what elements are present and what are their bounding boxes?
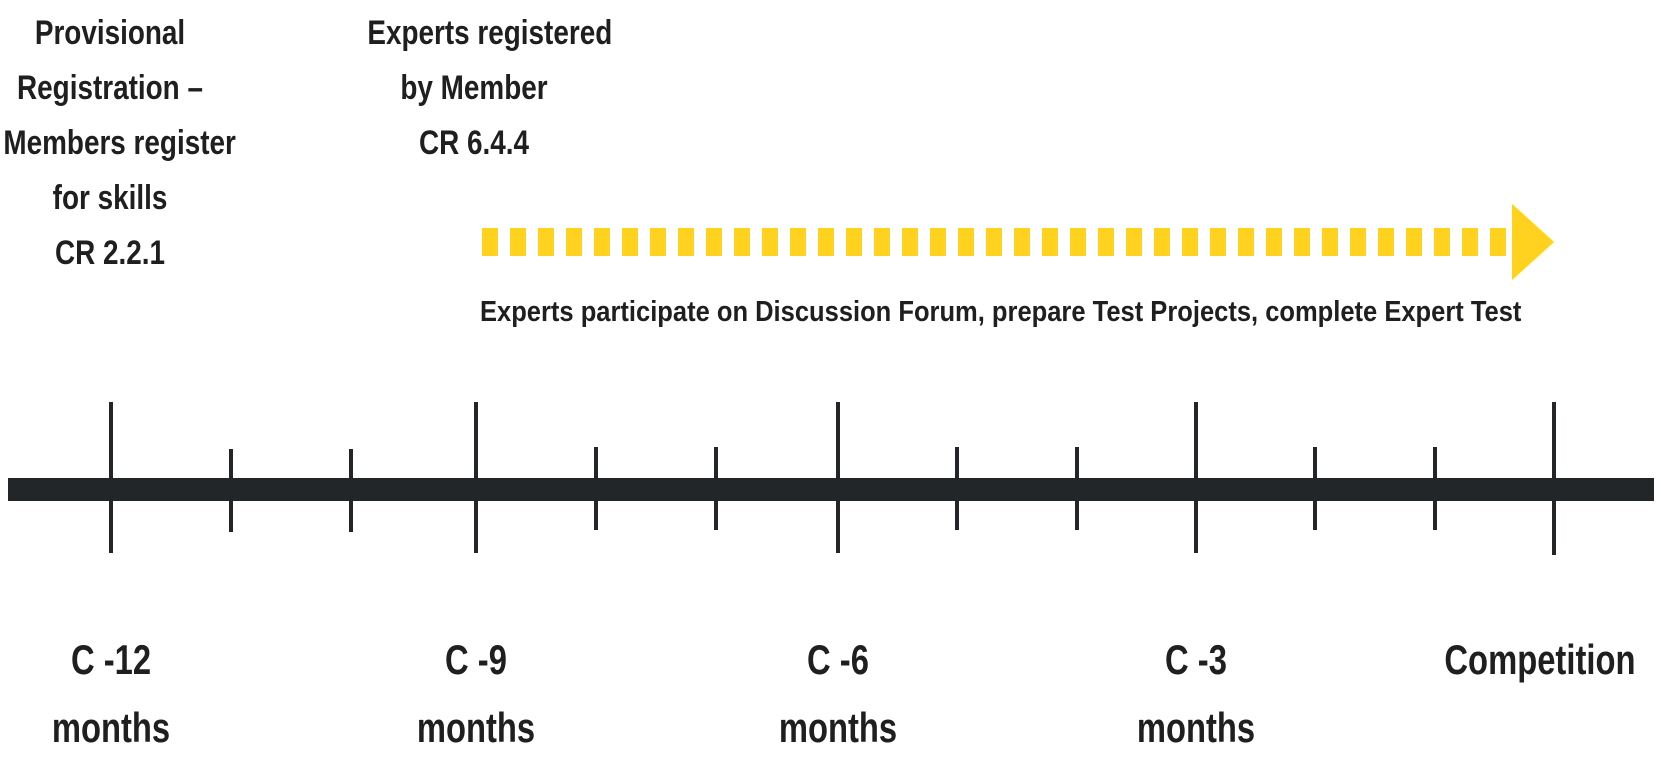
- provisional-line: Provisional: [34, 14, 186, 52]
- arrow-head: [1512, 204, 1554, 280]
- tick-label-bottom: months: [51, 704, 171, 751]
- major-ticks: [109, 402, 1556, 555]
- experts-registered-line: Experts registered: [367, 14, 613, 52]
- tick-label-bottom: months: [416, 704, 536, 751]
- dashed-arrow: [482, 204, 1554, 280]
- experts-registered-line: CR 6.4.4: [418, 124, 530, 162]
- provisional-line: CR 2.2.1: [54, 234, 166, 272]
- tick-label-c-12: C -12 months: [17, 626, 204, 762]
- provisional-line: Registration –: [17, 69, 203, 107]
- tick-label-top: C -9: [445, 636, 507, 683]
- experts-registered-label: Experts registered by Member CR 6.4.4: [367, 6, 613, 171]
- provisional-line: Members register: [3, 124, 236, 162]
- tick-label-c-3: C -3 months: [1102, 626, 1289, 762]
- tick-label-bottom: months: [1136, 704, 1256, 751]
- arrow-caption: Experts participate on Discussion Forum,…: [480, 296, 1522, 328]
- tick-label-bottom: months: [778, 704, 898, 751]
- timeline-bar: [8, 478, 1654, 501]
- tick-label-top: C -6: [807, 636, 869, 683]
- tick-label-competition: Competition: [1444, 626, 1636, 694]
- minor-ticks: [229, 447, 1437, 532]
- tick-label-c-9: C -9 months: [382, 626, 569, 762]
- experts-registered-line: by Member: [400, 69, 548, 107]
- provisional-line: for skills: [52, 179, 168, 217]
- provisional-registration-label: Provisional Registration – Members regis…: [3, 6, 236, 281]
- tick-label-top: C -12: [70, 636, 152, 683]
- tick-label-top: Competition: [1444, 636, 1636, 683]
- tick-label-top: C -3: [1165, 636, 1227, 683]
- tick-label-c-6: C -6 months: [744, 626, 931, 762]
